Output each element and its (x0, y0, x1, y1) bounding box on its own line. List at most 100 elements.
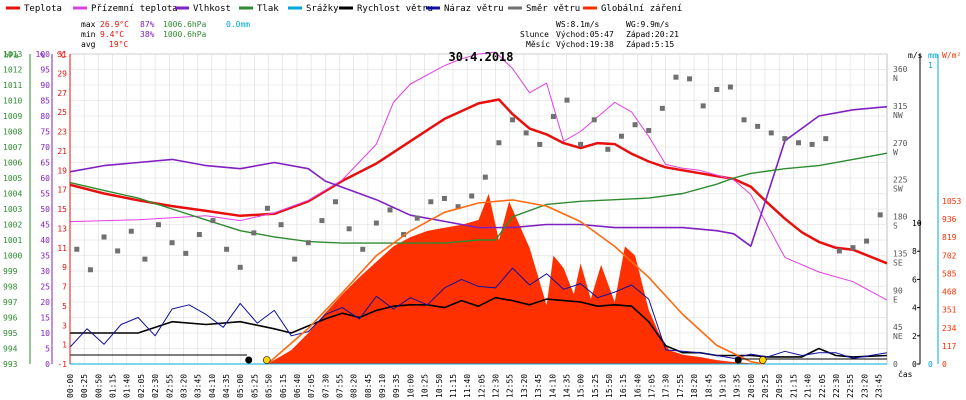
stat-value: 38% (140, 30, 155, 39)
tick-x: 00:50 (94, 374, 103, 398)
tick-pct: 70 (40, 143, 50, 152)
tick-pct: 0 (45, 360, 50, 369)
tick-pct: 20 (40, 298, 50, 307)
wind-dir-point (618, 133, 624, 139)
tick-x: 11:40 (463, 374, 472, 398)
stats-panel: max 26.9°C 87% 1006.6hPa 0.0mm min 9.4°C 38% 100… (81, 20, 250, 49)
astro-moon-rise: Východ:19:38 (556, 40, 614, 49)
wind-dir-point (360, 246, 366, 252)
tick-temp: 5 (62, 302, 67, 311)
tick-dir: 180 (893, 213, 908, 222)
tick-x: 10:25 (421, 374, 430, 398)
tick-x: 20:00 (747, 374, 756, 398)
wind-dir-point (864, 238, 870, 244)
tick-dir-label: N (893, 74, 898, 83)
sun-icon (758, 356, 767, 364)
series-lines (69, 51, 888, 365)
wind-dir-point (142, 256, 148, 262)
tick-wm: 0 (942, 360, 947, 369)
wind-dir-point (169, 240, 175, 246)
axes: hPa% °C m/s mm W/m²čas9939949959969979989991… (3, 50, 961, 398)
tick-temp: 29 (57, 69, 67, 78)
legend-label: Tlak (257, 4, 279, 14)
tick-temp: 27 (57, 89, 67, 98)
wind-dir-point (782, 136, 788, 142)
wind-dir-point (292, 256, 298, 262)
tick-hpa: 1007 (3, 143, 22, 152)
tick-hpa: 1004 (3, 190, 22, 199)
wind-dir-point (278, 222, 284, 228)
wind-dir-point (346, 226, 352, 232)
tick-x: 18:20 (690, 374, 699, 398)
tick-pct: 30 (40, 267, 50, 276)
axis-title-x: čas (898, 369, 913, 379)
axis-title-pct: % (40, 51, 45, 60)
tick-x: 20:25 (761, 374, 770, 398)
tick-x: 02:30 (151, 374, 160, 398)
wind-dir-point (101, 234, 107, 240)
tick-x: 09:10 (378, 374, 387, 398)
tick-x: 08:45 (364, 374, 373, 398)
legend: Teplota Přízemní teplota Vlhkost Tlak Srážky… (6, 4, 682, 14)
astro-wg: WG:9.9m/s (626, 20, 670, 29)
wind-dir-point (564, 97, 570, 103)
tick-wm: 1053 (942, 197, 961, 206)
tick-hpa: 1010 (3, 97, 22, 106)
wind-dir-point (795, 140, 801, 146)
moon-icon (245, 356, 253, 364)
wind-dir-point (210, 218, 216, 224)
radiation-fill (267, 193, 762, 364)
tick-ms: 4 (912, 304, 917, 313)
tick-x: 02:55 (165, 374, 174, 398)
tick-hpa: 996 (3, 314, 18, 323)
wind-dir-point (115, 248, 121, 254)
tick-dir-label: NE (893, 332, 903, 341)
wind-dir-point (441, 195, 447, 201)
tick-temp: -1 (57, 360, 67, 369)
wind-dir-point (264, 205, 270, 211)
legend-label: Srážky (306, 4, 339, 14)
tick-x: 15:00 (577, 374, 586, 398)
wind-dir-point (755, 123, 761, 129)
wind-dir-point (850, 245, 856, 251)
legend-label: Globální záření (601, 4, 682, 14)
tick-x: 18:45 (704, 374, 713, 398)
tick-dir-label: W (893, 148, 898, 157)
chart-title: 30.4.2018 (448, 50, 513, 64)
tick-x: 23:20 (860, 374, 869, 398)
wind-dir-point (673, 74, 679, 80)
axis-title-ms: m/s (908, 51, 923, 60)
stat-value: 87% (140, 20, 155, 29)
tick-temp: 23 (57, 128, 67, 137)
tick-x: 19:10 (718, 374, 727, 398)
tick-ms: 8 (912, 247, 917, 256)
wind-dir-point (224, 246, 230, 252)
tick-hpa: 1000 (3, 252, 22, 261)
wind-dir-point (659, 105, 665, 111)
wind-dir-point (428, 199, 434, 205)
tick-pct: 10 (40, 329, 50, 338)
tick-temp: 1 (62, 341, 67, 350)
tick-temp: 7 (62, 283, 67, 292)
wind-dir-point (550, 114, 556, 120)
tick-x: 10:00 (406, 374, 415, 398)
tick-dir: 0 (893, 360, 898, 369)
tick-hpa: 1012 (3, 66, 22, 75)
tick-x: 22:30 (832, 374, 841, 398)
tick-hpa: 997 (3, 298, 18, 307)
series-line (69, 105, 888, 247)
tick-dir-label: NW (893, 111, 903, 120)
tick-x: 05:50 (265, 374, 274, 398)
axis-title-wm: W/m² (942, 51, 961, 60)
tick-x: 03:45 (194, 374, 203, 398)
tick-x: 12:05 (477, 374, 486, 398)
wind-dir-point (537, 141, 543, 147)
tick-mm: 1 (928, 61, 933, 70)
tick-dir-label: S (893, 222, 898, 231)
tick-wm: 585 (942, 269, 957, 278)
tick-x: 08:20 (350, 374, 359, 398)
stat-value: 0.0mm (226, 20, 250, 29)
tick-wm: 117 (942, 342, 957, 351)
tick-temp: 19 (57, 166, 67, 175)
wind-dir-point (700, 103, 706, 109)
